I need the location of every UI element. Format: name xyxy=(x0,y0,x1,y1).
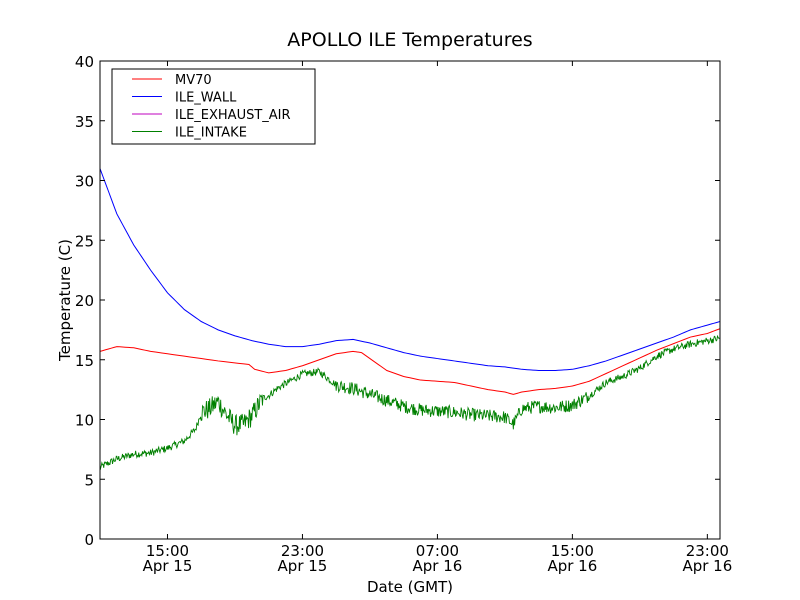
series-line-ile-intake xyxy=(100,334,720,471)
legend: MV70 ILE_WALL ILE_EXHAUST_AIR ILE_INTAKE xyxy=(111,68,316,145)
y-tick-label: 35 xyxy=(75,113,94,131)
y-axis: 0 5 10 15 20 25 30 35 40 xyxy=(75,53,720,549)
legend-label: ILE_EXHAUST_AIR xyxy=(175,108,291,123)
x-tick-label-date: Apr 16 xyxy=(547,557,597,575)
series-line-ile-wall xyxy=(100,168,720,371)
y-tick-label: 30 xyxy=(75,173,94,191)
x-tick-label-time: 15:00 xyxy=(146,542,189,560)
y-tick-label: 15 xyxy=(75,352,94,370)
x-tick-label-date: Apr 15 xyxy=(143,557,193,575)
x-tick-label-date: Apr 16 xyxy=(682,557,732,575)
chart-title: APOLLO ILE Temperatures xyxy=(287,29,532,51)
y-tick-label: 20 xyxy=(75,292,94,310)
x-tick-label-time: 07:00 xyxy=(416,542,459,560)
y-tick-label: 5 xyxy=(84,471,94,489)
x-axis-label: Date (GMT) xyxy=(367,578,453,596)
y-axis-label: Temperature (C) xyxy=(56,239,74,362)
y-tick-label: 10 xyxy=(75,412,94,430)
x-tick-label-time: 23:00 xyxy=(686,542,729,560)
series-layer xyxy=(100,168,720,471)
x-tick-label-date: Apr 16 xyxy=(413,557,463,575)
series-line-mv70 xyxy=(100,328,720,395)
x-tick-label-time: 15:00 xyxy=(551,542,594,560)
legend-label: MV70 xyxy=(175,73,212,88)
y-tick-label: 25 xyxy=(75,232,94,250)
legend-label: ILE_WALL xyxy=(175,91,237,106)
x-tick-label-date: Apr 15 xyxy=(278,557,328,575)
legend-label: ILE_INTAKE xyxy=(175,126,247,141)
x-tick-label-time: 23:00 xyxy=(281,542,324,560)
y-tick-label: 0 xyxy=(84,531,94,549)
y-tick-label: 40 xyxy=(75,53,94,71)
